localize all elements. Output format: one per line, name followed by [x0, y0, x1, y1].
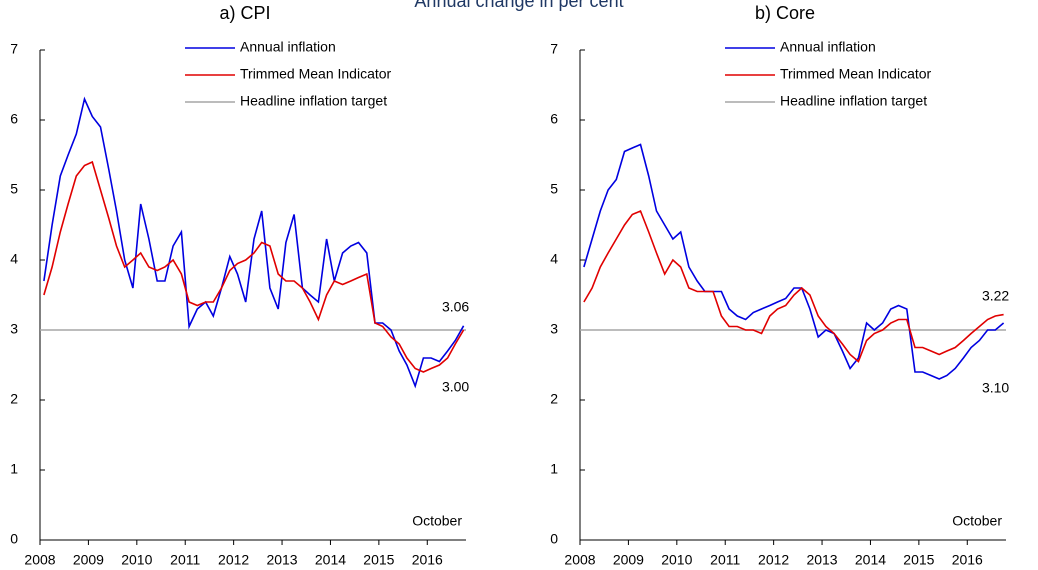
series-line	[583, 209, 1004, 363]
x-tick-label: 2016	[412, 552, 443, 568]
y-tick-label: 7	[550, 41, 558, 57]
y-tick-label: 7	[10, 41, 18, 57]
end-label: 3.10	[982, 380, 1009, 396]
panel-title: a) CPI	[219, 3, 270, 23]
x-tick-label: 2013	[266, 552, 297, 568]
y-tick-label: 0	[10, 531, 18, 547]
x-tick-label: 2009	[73, 552, 104, 568]
series-line	[43, 96, 465, 389]
series-line	[583, 143, 1005, 380]
x-tick-label: 2014	[855, 552, 886, 568]
x-tick-label: 2016	[952, 552, 983, 568]
legend-label: Annual inflation	[240, 39, 336, 55]
y-tick-label: 5	[10, 181, 18, 197]
series-line	[43, 160, 465, 373]
legend-label: Trimmed Mean Indicator	[240, 66, 392, 82]
y-tick-label: 3	[550, 321, 558, 337]
note: October	[412, 513, 462, 529]
page-title: Annual change in per cent	[414, 0, 623, 11]
end-label: 3.00	[442, 379, 469, 395]
x-tick-label: 2012	[218, 552, 249, 568]
x-tick-label: 2010	[661, 552, 692, 568]
y-tick-label: 4	[550, 251, 558, 267]
note: October	[952, 513, 1002, 529]
x-tick-label: 2015	[903, 552, 934, 568]
x-tick-label: 2011	[170, 552, 200, 568]
y-tick-label: 4	[10, 251, 18, 267]
x-tick-label: 2008	[564, 552, 595, 568]
x-tick-label: 2015	[363, 552, 394, 568]
legend-label: Headline inflation target	[240, 93, 387, 109]
y-tick-label: 3	[10, 321, 18, 337]
x-tick-label: 2010	[121, 552, 152, 568]
y-tick-label: 0	[550, 531, 558, 547]
y-tick-label: 5	[550, 181, 558, 197]
x-tick-label: 2009	[613, 552, 644, 568]
y-tick-label: 1	[10, 461, 18, 477]
x-tick-label: 2008	[24, 552, 55, 568]
panel-title: b) Core	[755, 3, 815, 23]
legend-label: Annual inflation	[780, 39, 876, 55]
legend-label: Trimmed Mean Indicator	[780, 66, 932, 82]
x-tick-label: 2011	[710, 552, 740, 568]
legend-label: Headline inflation target	[780, 93, 927, 109]
y-tick-label: 1	[550, 461, 558, 477]
y-tick-label: 6	[550, 111, 558, 127]
y-tick-label: 6	[10, 111, 18, 127]
x-tick-label: 2014	[315, 552, 346, 568]
end-label: 3.06	[442, 299, 469, 315]
y-tick-label: 2	[550, 391, 558, 407]
end-label: 3.22	[982, 287, 1009, 303]
x-tick-label: 2012	[758, 552, 789, 568]
y-tick-label: 2	[10, 391, 18, 407]
x-tick-label: 2013	[806, 552, 837, 568]
